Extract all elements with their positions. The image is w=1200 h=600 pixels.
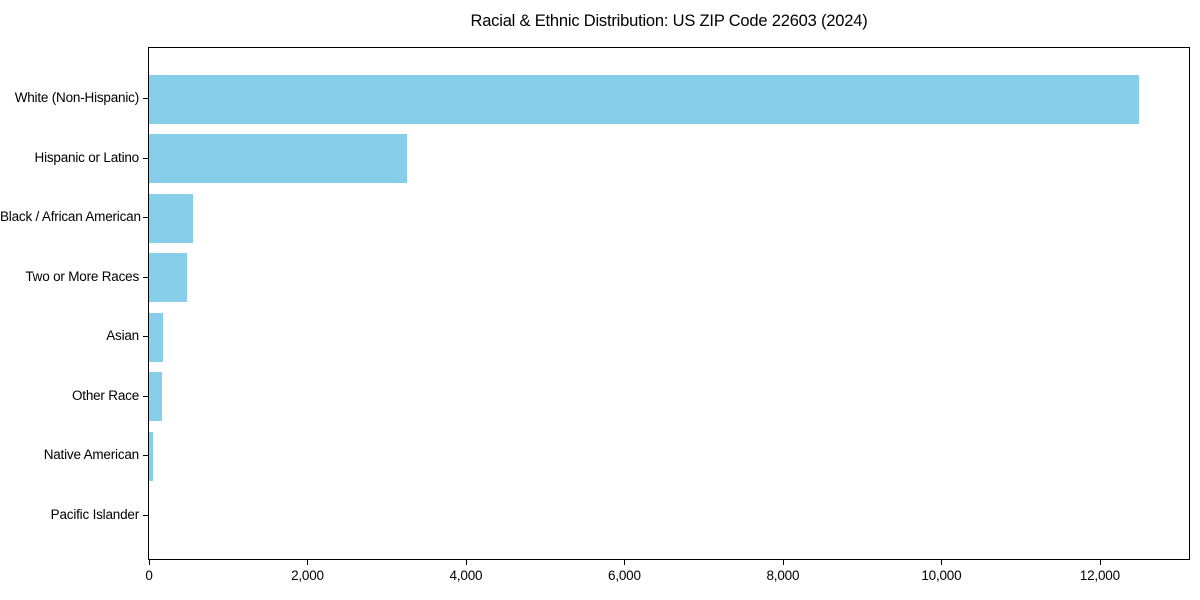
bar-two-or-more-races bbox=[149, 253, 188, 302]
y-tick-other-race bbox=[143, 395, 148, 397]
x-tick-label-2000: 2,000 bbox=[291, 568, 324, 583]
x-tick-10000 bbox=[941, 560, 943, 565]
x-tick-2000 bbox=[307, 560, 309, 565]
x-tick-label-12000: 12,000 bbox=[1079, 568, 1120, 583]
chart-title: Racial & Ethnic Distribution: US ZIP Cod… bbox=[470, 12, 868, 30]
x-tick-label-0: 0 bbox=[145, 568, 153, 583]
y-tick-asian bbox=[143, 336, 148, 337]
x-tick-6000 bbox=[624, 560, 626, 565]
y-tick-native-american bbox=[143, 455, 148, 456]
y-tick-white-non-hispanic bbox=[143, 98, 148, 99]
y-tick-pacific-islander bbox=[143, 514, 148, 516]
y-label-two-or-more-races: Two or More Races bbox=[25, 268, 139, 284]
x-tick-label-8000: 8,000 bbox=[766, 568, 800, 583]
y-label-pacific-islander: Pacific Islander bbox=[50, 506, 140, 522]
x-tick-label-6000: 6,000 bbox=[608, 568, 641, 583]
y-label-white-non-hispanic: White (Non-Hispanic) bbox=[14, 90, 139, 105]
plot-area bbox=[148, 47, 1190, 560]
y-label-asian: Asian bbox=[106, 328, 139, 343]
y-label-black-african-american: Black / African American bbox=[0, 209, 141, 224]
bar-white-non-hispanic bbox=[149, 74, 1140, 124]
y-label-native-american: Native American bbox=[43, 447, 139, 462]
y-tick-two-or-more-races bbox=[143, 276, 148, 278]
y-label-other-race: Other Race bbox=[71, 387, 139, 403]
x-tick-12000 bbox=[1099, 560, 1101, 565]
y-label-hispanic-or-latino: Hispanic or Latino bbox=[34, 149, 140, 165]
y-tick-hispanic-or-latino bbox=[143, 157, 148, 159]
bar-other-race bbox=[149, 372, 162, 421]
bar-hispanic-or-latino bbox=[149, 134, 407, 183]
x-tick-8000 bbox=[782, 560, 784, 565]
x-tick-0 bbox=[149, 560, 150, 565]
x-tick-label-4000: 4,000 bbox=[449, 568, 483, 583]
x-tick-4000 bbox=[465, 560, 467, 565]
bar-black-african-american bbox=[149, 193, 194, 243]
y-tick-black-african-american bbox=[143, 217, 148, 218]
bar-asian bbox=[149, 312, 163, 362]
bar-native-american bbox=[149, 431, 153, 481]
x-tick-label-10000: 10,000 bbox=[921, 568, 962, 583]
